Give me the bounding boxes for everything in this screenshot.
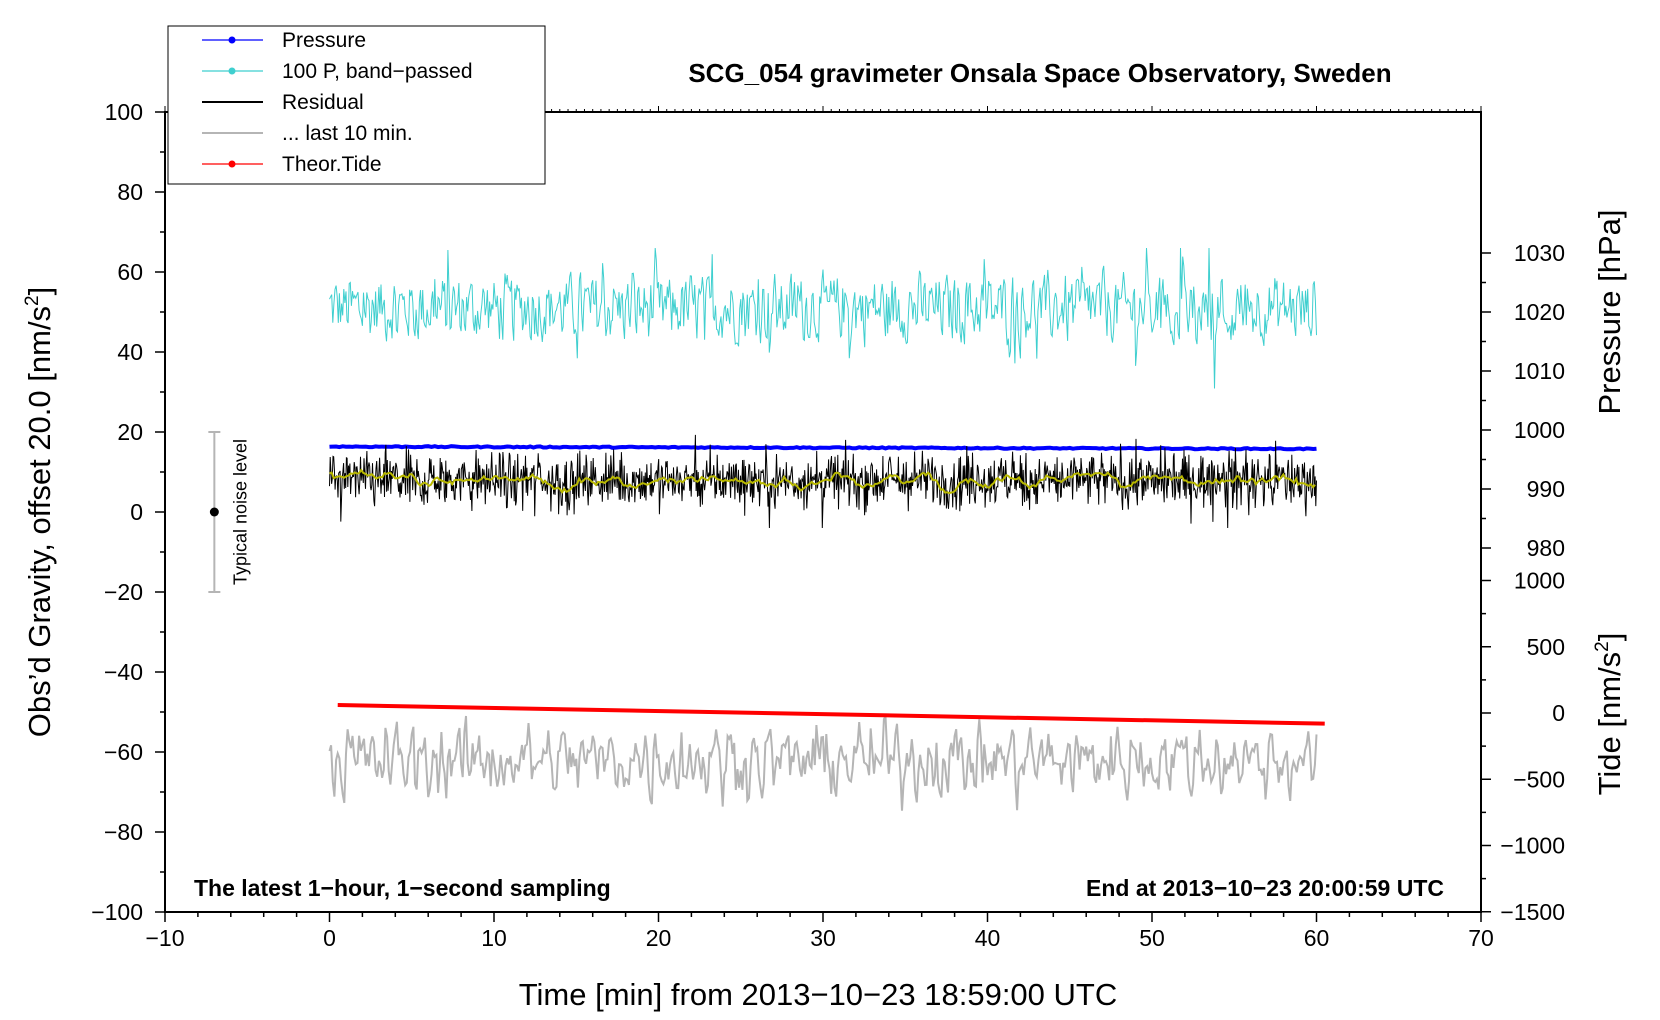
- legend-items: Pressure 100 P, band−passed Residual ... la…: [202, 29, 473, 176]
- x-tick-label: 0: [323, 925, 336, 951]
- legend-box: [167, 25, 546, 185]
- x-tick-labels: −10 0 10 20 30 40 50 60 70: [145, 925, 1493, 951]
- y-tick-labels: 100 80 60 40 20 0 −20 −40 −60 −80 −100: [91, 99, 143, 925]
- y-tick-label: −40: [104, 659, 143, 685]
- y-tick-label: −80: [104, 819, 143, 845]
- pressure-tick-label: 1000: [1514, 417, 1565, 443]
- tide-tick-label: 500: [1527, 634, 1565, 660]
- y-tick-label: 40: [117, 339, 143, 365]
- x-axis-title: Time [min] from 2013−10−23 18:59:00 UTC: [519, 977, 1118, 1012]
- y-tick-label: 80: [117, 179, 143, 205]
- y-axis-title-end: ]: [22, 287, 57, 296]
- annotation-left: The latest 1−hour, 1−second sampling: [194, 875, 611, 901]
- pressure-tick-label: 980: [1527, 535, 1565, 561]
- y-tick-label: −20: [104, 579, 143, 605]
- legend-marker: [228, 160, 236, 168]
- series-lines: [328, 247, 1325, 811]
- x-tick-label: 20: [646, 925, 672, 951]
- legend-label: 100 P, band−passed: [282, 60, 473, 83]
- pressure-tick-label: 1030: [1514, 240, 1565, 266]
- series-residual-smoothed: [329, 468, 1316, 495]
- x-tick-label: 70: [1468, 925, 1494, 951]
- tide-tick-label: 1000: [1514, 568, 1565, 594]
- series-last-10-min: [328, 715, 1318, 811]
- x-tick-label: −10: [145, 925, 184, 951]
- pressure-tick-label: 1020: [1514, 299, 1565, 325]
- y-tick-label: 100: [105, 99, 143, 125]
- x-tick-label: 60: [1304, 925, 1330, 951]
- y-tick-label: −60: [104, 739, 143, 765]
- legend-label: ... last 10 min.: [282, 122, 413, 145]
- tide-tick-labels: 1000 500 0 −500 −1000 −1500: [1500, 568, 1565, 925]
- legend: Pressure 100 P, band−passed Residual ... la…: [167, 25, 546, 185]
- series-pressure: [329, 444, 1317, 452]
- chart-title: SCG_054 gravimeter Onsala Space Observat…: [688, 58, 1391, 88]
- legend-marker: [228, 67, 236, 75]
- x-tick-label: 10: [481, 925, 507, 951]
- x-tick-label: 30: [810, 925, 836, 951]
- pressure-tick-label: 1010: [1514, 358, 1565, 384]
- tide-axis-title-end: ]: [1592, 633, 1627, 642]
- legend-label: Residual: [282, 91, 364, 114]
- y-axis-title-main: Obs’d Gravity, offset 20.0 [nm/s: [22, 306, 57, 737]
- y-tick-label: −100: [91, 899, 143, 925]
- tide-axis-title-sup: 2: [1592, 641, 1613, 652]
- series-bandpassed-pressure: [329, 247, 1317, 389]
- tide-tick-label: −500: [1513, 766, 1565, 792]
- x-tick-label: 40: [975, 925, 1001, 951]
- tide-axis-title-main: Tide [nm/s: [1592, 652, 1627, 796]
- y-axis-title: Obs’d Gravity, offset 20.0 [nm/s2]: [22, 287, 57, 738]
- annotation-right: End at 2013−10−23 20:00:59 UTC: [1086, 875, 1444, 901]
- y-tick-label: 20: [117, 419, 143, 445]
- series-residual: [329, 434, 1317, 529]
- legend-label: Pressure: [282, 29, 366, 52]
- axis-ticks: [155, 106, 1491, 922]
- pressure-tick-label: 990: [1527, 476, 1565, 502]
- tide-axis-title: Tide [nm/s2]: [1592, 633, 1627, 796]
- y-axis-title-sup: 2: [22, 295, 43, 306]
- y-tick-label: 60: [117, 259, 143, 285]
- noise-bar-group: Typical noise level: [208, 431, 250, 593]
- noise-bar-marker: [209, 507, 219, 517]
- series-theor-tide: [337, 703, 1325, 726]
- tide-tick-label: −1000: [1500, 833, 1565, 859]
- pressure-axis-title: Pressure [hPa]: [1592, 209, 1627, 414]
- x-tick-label: 50: [1139, 925, 1165, 951]
- noise-bar-label: Typical noise level: [230, 439, 250, 585]
- tide-tick-label: 0: [1552, 700, 1565, 726]
- pressure-tick-labels: 1030 1020 1010 1000 990 980: [1514, 240, 1565, 561]
- legend-marker: [228, 36, 236, 44]
- y-tick-label: 0: [130, 499, 143, 525]
- tide-tick-label: −1500: [1500, 899, 1565, 925]
- legend-label: Theor.Tide: [282, 153, 382, 176]
